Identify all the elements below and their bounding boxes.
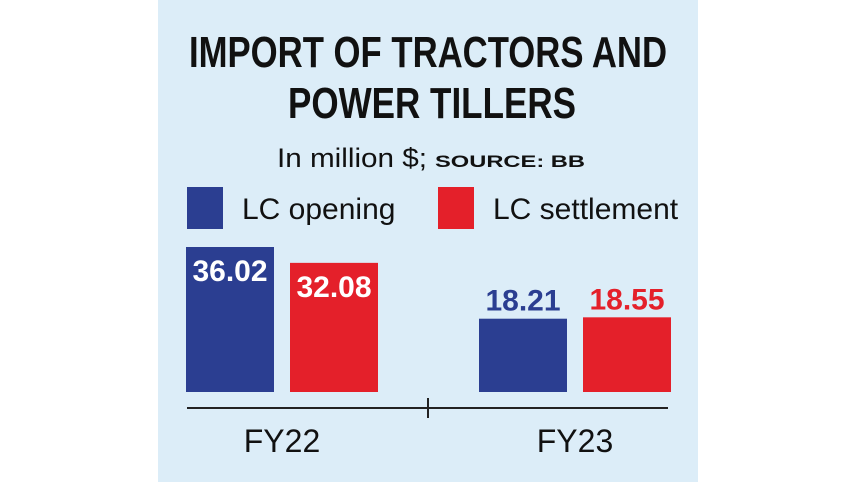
chart-title: POWER TILLERS <box>288 79 576 128</box>
bar <box>290 262 378 392</box>
chart-title: IMPORT OF TRACTORS AND <box>189 28 667 77</box>
source: SOURCE: BB <box>435 152 585 171</box>
value-label: 18.55 <box>589 283 664 316</box>
value-label: 32.08 <box>296 271 371 304</box>
legend-label: LC opening <box>242 193 395 226</box>
x-tick-label: FY23 <box>537 423 613 459</box>
bar <box>583 317 671 392</box>
bar <box>479 318 567 392</box>
legend-label: LC settlement <box>493 193 679 226</box>
x-tick-label: FY22 <box>244 423 320 459</box>
legend-swatch <box>438 187 474 229</box>
value-label: 36.02 <box>192 255 267 288</box>
legend-swatch <box>187 187 223 229</box>
value-label: 18.21 <box>485 285 560 318</box>
subtitle: In million $; <box>277 143 427 173</box>
bar <box>186 247 274 392</box>
